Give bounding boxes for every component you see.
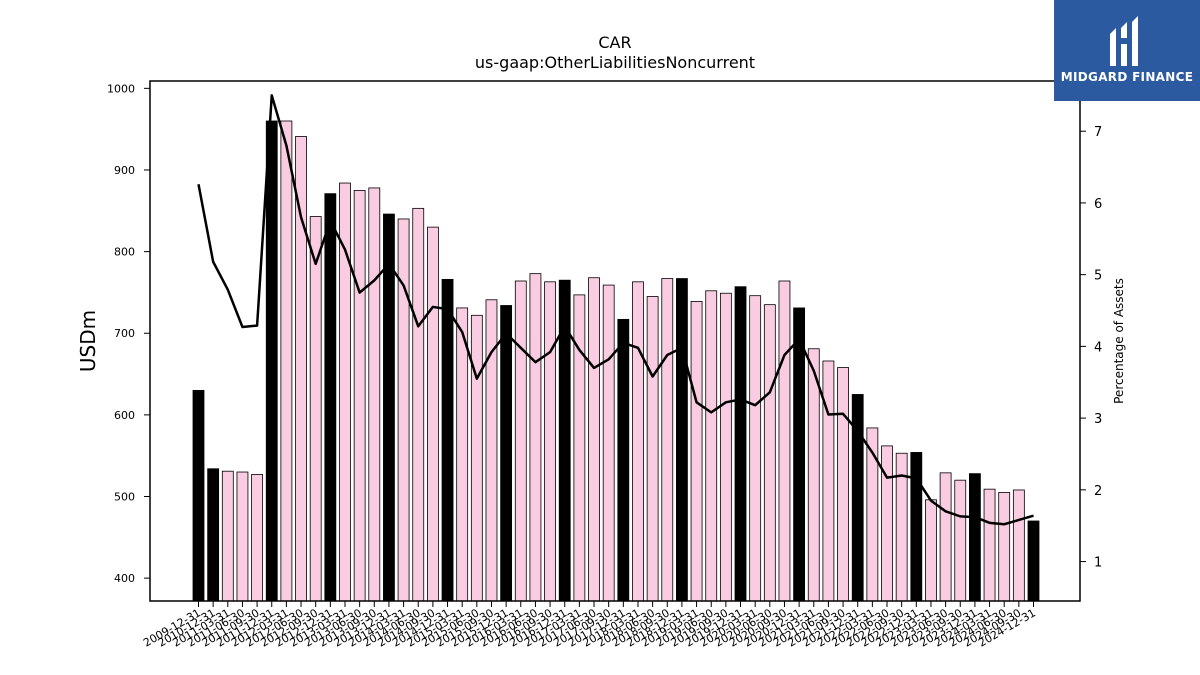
- bar-2016-06-30: [529, 273, 542, 602]
- bar-2023-12-31: [969, 473, 981, 602]
- bar-2019-03-31: [690, 301, 703, 602]
- bar-2014-06-30: [412, 207, 425, 602]
- bar-2014-09-30: [426, 226, 439, 602]
- y-tick-label: 500: [114, 491, 135, 504]
- y2-tick-label: 5: [1094, 269, 1102, 284]
- percentage-line: [197, 94, 1034, 526]
- bar-2011-12-31: [265, 120, 278, 602]
- bar-2017-06-30: [588, 277, 600, 602]
- bar-2023-09-30: [954, 479, 967, 602]
- bar-2024-06-30: [998, 492, 1011, 602]
- bar-2013-06-30: [353, 189, 366, 602]
- y2-tick-label: 2: [1094, 484, 1102, 499]
- y2-tick-label: 7: [1094, 125, 1102, 140]
- y2-tick-label: 3: [1094, 412, 1102, 427]
- plot-frame: [149, 80, 1081, 602]
- chart-subtitle: us-gaap:OtherLiabilitiesNoncurrent: [475, 53, 755, 72]
- bar-2021-06-30: [822, 360, 835, 602]
- bar-2011-09-30: [251, 474, 264, 602]
- bar-2016-03-31: [514, 280, 527, 602]
- bar-2016-09-30: [544, 281, 556, 602]
- bar-2010-12-31: [207, 468, 220, 602]
- bar-2015-09-30: [485, 299, 498, 602]
- bar-2020-09-30: [778, 280, 791, 602]
- bar-2023-03-31: [925, 499, 937, 602]
- y-tick-label: 600: [114, 409, 135, 422]
- bar-2019-09-30: [719, 292, 732, 602]
- logo-mark-icon: [1110, 16, 1138, 66]
- bar-2018-03-31: [632, 281, 644, 602]
- bar-2011-03-31: [221, 470, 234, 602]
- chart-title: CAR: [598, 33, 631, 52]
- y-tick-label: 400: [114, 572, 135, 585]
- bar-2015-12-31: [500, 305, 513, 602]
- bar-2017-03-31: [573, 294, 586, 602]
- y2-tick-label: 4: [1094, 340, 1102, 355]
- bar-2014-03-31: [397, 218, 410, 602]
- bar-2024-09-30: [1012, 489, 1025, 602]
- bar-2021-09-30: [837, 367, 849, 602]
- y-tick-label: 700: [114, 327, 135, 340]
- bar-2019-06-30: [705, 290, 718, 602]
- y-tick-label: 800: [114, 246, 135, 259]
- bar-2023-06-30: [939, 472, 952, 602]
- bar-2012-06-30: [295, 136, 307, 602]
- bar-2012-03-31: [280, 120, 293, 602]
- y-tick-label: 1000: [107, 82, 135, 95]
- bar-2012-12-31: [324, 193, 337, 602]
- bar-2020-06-30: [763, 304, 776, 602]
- bar-2018-06-30: [646, 296, 659, 602]
- y-axis-label: USDm: [76, 310, 100, 372]
- bar-2013-03-31: [339, 182, 351, 602]
- bar-2019-12-31: [734, 286, 747, 602]
- bar-2014-12-31: [441, 278, 454, 602]
- right-axis: 1 2 3 4 5 6 7: [1080, 125, 1102, 571]
- y2-tick-label: 6: [1094, 197, 1102, 212]
- bar-2024-03-31: [983, 488, 996, 602]
- bar-2024-12-31: [1027, 520, 1040, 602]
- bar-2012-09-30: [309, 216, 322, 602]
- bar-2013-09-30: [368, 187, 381, 602]
- bar-series: [192, 120, 1040, 602]
- bar-2020-03-31: [749, 295, 762, 602]
- bar-2018-12-31: [676, 278, 688, 602]
- left-axis: 400 500 600 700 800 900 1000: [107, 82, 150, 585]
- bar-2011-06-30: [236, 471, 249, 602]
- y2-tick-label: 1: [1094, 556, 1102, 571]
- bar-2017-09-30: [602, 284, 615, 602]
- bar-2022-12-31: [910, 452, 923, 602]
- brand-logo: MIDGARD FINANCE: [1054, 0, 1200, 101]
- bar-2017-12-31: [617, 318, 630, 602]
- bar-2015-03-31: [456, 307, 469, 602]
- y2-axis-label: Percentage of Assets: [1112, 278, 1126, 404]
- bar-2013-12-31: [383, 213, 395, 602]
- logo-text: MIDGARD FINANCE: [1060, 70, 1194, 84]
- x-axis: 2009-12-312010-12-312011-03-312011-06-30…: [141, 601, 1038, 650]
- bar-2009-12-31: [192, 389, 205, 602]
- bar-2020-12-31: [793, 307, 806, 602]
- bar-2021-03-31: [807, 348, 820, 602]
- line-series: [197, 94, 1034, 526]
- y-tick-label: 900: [114, 164, 135, 177]
- bar-2018-09-30: [661, 278, 674, 602]
- bar-2015-06-30: [470, 314, 483, 602]
